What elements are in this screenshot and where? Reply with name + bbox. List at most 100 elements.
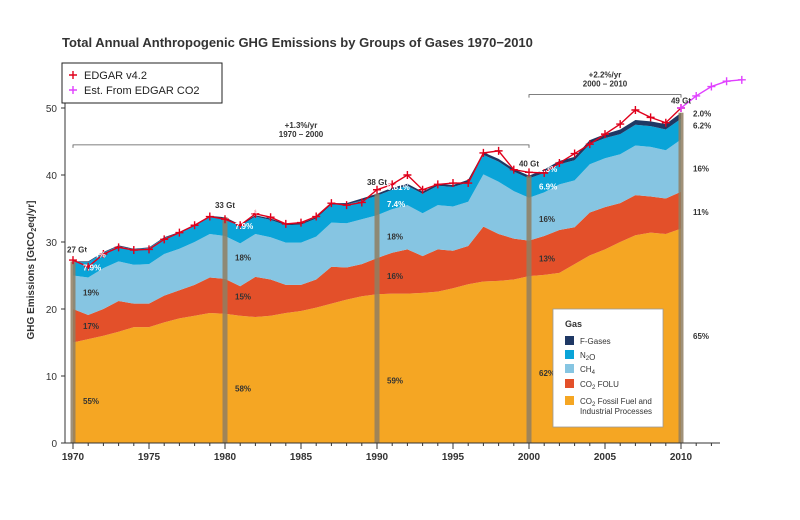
share-1990-2: 18% <box>387 233 403 242</box>
marker-0-2008 <box>646 113 655 122</box>
marker-0-1981 <box>236 221 245 230</box>
share-2000-2: 16% <box>539 215 555 224</box>
share-2010-3: 11% <box>693 208 709 217</box>
year-bar-2010 <box>678 112 684 443</box>
x-tick-label-1990: 1990 <box>366 452 389 463</box>
share-2010-4: 65% <box>693 332 709 341</box>
share-2010-0: 2.0% <box>693 109 711 118</box>
share-2000-1: 6.9% <box>539 183 557 192</box>
share-1980-4: 58% <box>235 385 251 394</box>
total-label-1970: 27 Gt <box>67 245 87 254</box>
share-2000-3: 13% <box>539 254 555 263</box>
marker-0-1978 <box>190 221 199 230</box>
marker-0-2002 <box>555 158 564 167</box>
legend-swatch-3 <box>565 379 574 388</box>
marker-0-1983 <box>266 213 275 222</box>
edgar-markers <box>69 75 746 271</box>
marker-1-2014 <box>737 75 746 84</box>
marker-0-1987 <box>327 199 336 208</box>
growth-rate-0: +1.3%/yr <box>285 121 318 130</box>
share-2010-1: 6.2% <box>693 121 711 130</box>
share-1970-1: 7.9% <box>83 263 101 272</box>
marker-legend: EDGAR v4.2 Est. From EDGAR CO2 <box>61 62 223 104</box>
y-tick-label-20: 20 <box>46 305 58 316</box>
share-1990-4: 59% <box>387 377 403 386</box>
marker-0-1986 <box>312 212 321 221</box>
x-tick-label-2005: 2005 <box>594 452 617 463</box>
marker-0-1989 <box>357 198 366 207</box>
marker-legend-icon-0 <box>69 71 77 79</box>
marker-0-1992 <box>403 171 412 179</box>
total-label-1990: 38 Gt <box>367 178 387 187</box>
chart-title: Total Annual Anthropogenic GHG Emissions… <box>62 35 533 50</box>
y-tick-label-0: 0 <box>51 439 57 450</box>
marker-0-1979 <box>205 212 214 221</box>
growth-span-0: 1970 – 2000 <box>279 130 324 139</box>
year-bar-1970 <box>70 261 76 443</box>
marker-legend-icon-1 <box>69 86 77 94</box>
marker-0-1982 <box>251 209 260 218</box>
legend-swatch-2 <box>565 364 574 373</box>
share-1980-0: 0.67% <box>235 207 258 216</box>
total-label-1980: 33 Gt <box>215 201 235 210</box>
marker-0-1996 <box>464 179 473 188</box>
share-labels: 27 Gt 33 Gt 38 Gt 40 Gt 49 Gt 0.44% 7.9% 19% 17%… <box>67 97 711 406</box>
marker-0-1997 <box>479 148 488 157</box>
marker-0-1995 <box>449 179 457 188</box>
x-tick-label-2010: 2010 <box>670 452 693 463</box>
growth-rate-1: +2.2%/yr <box>589 71 622 80</box>
marker-0-1985 <box>297 218 305 227</box>
gas-legend-title: Gas <box>565 319 582 329</box>
y-tick-label-30: 30 <box>46 238 58 249</box>
x-tick-label-1995: 1995 <box>442 452 465 463</box>
share-1980-3: 15% <box>235 292 251 301</box>
marker-1-2012 <box>707 82 716 91</box>
marker-1-2010 <box>677 104 685 112</box>
y-axis-label: GHG Emissions [GtCO2eq/yr] <box>26 201 38 340</box>
growth-bracket-0 <box>72 144 530 148</box>
share-1990-0: 0.81% <box>387 183 410 192</box>
legend-swatch-1 <box>565 350 574 359</box>
marker-0-2003 <box>570 149 579 158</box>
marker-0-1980 <box>221 215 229 224</box>
marker-0-1970 <box>69 256 77 265</box>
axes: 0 10 20 30 40 50 1970 1975 1980 1985 1990 1995 2000 2… <box>46 74 720 463</box>
marker-0-1984 <box>281 219 290 228</box>
marker-0-2000 <box>525 168 533 177</box>
marker-0-2007 <box>631 106 640 115</box>
legend-swatch-4 <box>565 396 574 405</box>
share-1990-3: 16% <box>387 272 403 281</box>
share-1970-2: 19% <box>83 288 99 297</box>
marker-0-1972 <box>99 250 108 259</box>
year-bar-2000 <box>526 175 532 444</box>
legend-label-f-gases: F-Gases <box>580 337 611 346</box>
marker-0-1977 <box>175 228 184 237</box>
marker-1-2011 <box>692 91 701 100</box>
growth-bracket-1 <box>528 94 682 98</box>
share-1980-1: 7.9% <box>235 222 253 231</box>
legend-label-n2o: N2O <box>580 351 595 362</box>
marker-0-2005 <box>601 130 609 139</box>
y-tick-label-50: 50 <box>46 104 58 115</box>
marker-0-2009 <box>661 118 670 127</box>
marker-legend-label-0: EDGAR v4.2 <box>84 70 147 82</box>
x-tick-label-1970: 1970 <box>62 452 85 463</box>
year-separators <box>70 112 684 444</box>
gas-legend: Gas F-Gases N2O CH4 CO2 FOLU CO2 Fossil Fuel … <box>552 308 664 428</box>
marker-0-1990 <box>373 185 381 194</box>
marker-0-1998 <box>494 146 503 155</box>
year-bar-1990 <box>374 193 380 443</box>
total-label-2010: 49 Gt <box>671 97 691 106</box>
share-1980-2: 18% <box>235 253 251 262</box>
legend-label-ch4: CH4 <box>580 365 596 376</box>
share-1970-4: 55% <box>83 397 99 406</box>
x-tick-label-1985: 1985 <box>290 452 313 463</box>
y-tick-label-40: 40 <box>46 171 58 182</box>
marker-0-1993 <box>418 185 427 194</box>
marker-0-2001 <box>540 168 549 177</box>
x-tick-label-2000: 2000 <box>518 452 541 463</box>
marker-0-1988 <box>342 201 351 210</box>
marker-0-1971 <box>84 262 93 271</box>
marker-legend-box <box>61 62 223 104</box>
